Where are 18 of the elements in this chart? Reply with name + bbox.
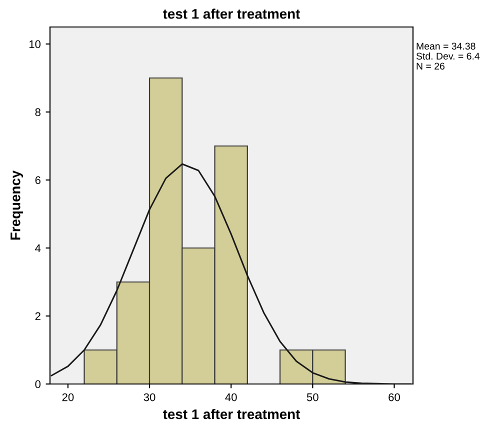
text: Std. Dev. = 6.4	[416, 52, 480, 60]
text: Mean = 34.38	[416, 42, 476, 50]
y-tick-label: 6	[35, 176, 40, 184]
y-tick-label: 4	[35, 244, 41, 252]
x-tick-label: 50	[306, 393, 318, 402]
x-tick-label: 20	[62, 393, 74, 402]
x-tick-label: 40	[225, 393, 237, 402]
y-axis-title: Frequency	[10, 170, 24, 240]
y-tick-label: 8	[35, 108, 40, 116]
y-tick-label: 2	[35, 312, 40, 320]
text: N = 26	[416, 62, 444, 70]
line-series	[50, 163, 412, 384]
y-tick-label: 10	[29, 40, 41, 48]
x-tick-label: 30	[144, 393, 156, 402]
x-tick-label: 60	[388, 393, 400, 402]
x-axis-title: test 1 after treatment	[162, 408, 300, 420]
y-tick-label: 0	[35, 380, 41, 388]
chart-title: test 1 after treatment	[162, 8, 300, 19]
